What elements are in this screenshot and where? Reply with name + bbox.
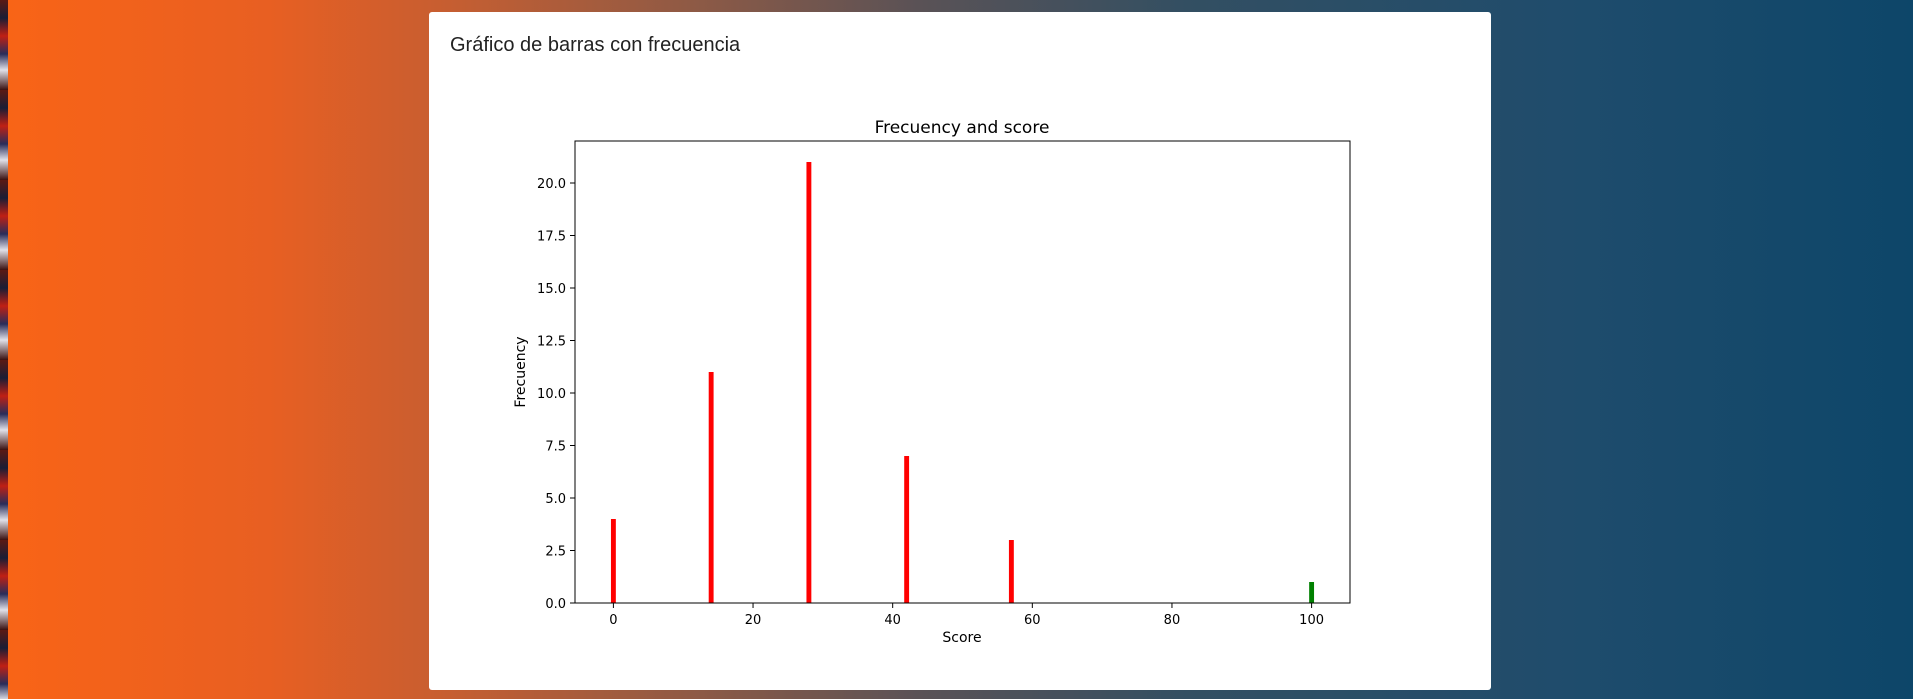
y-tick-label-1: 2.5 xyxy=(545,545,566,560)
bar-2 xyxy=(806,162,812,603)
y-tick-label-5: 12.5 xyxy=(537,335,566,350)
y-axis: 0.0 2.5 5.0 7.5 10.0 12.5 15.0 17.5 20.0 xyxy=(537,177,575,612)
card-title: Gráfico de barras con frecuencia xyxy=(450,34,741,56)
bar-chart: Frecuency and score 0 20 40 60 80 100 0.0 2.5 5… xyxy=(513,118,1351,646)
x-tick-label-1: 20 xyxy=(745,613,762,628)
bars-layer xyxy=(610,162,1315,603)
chart-title: Frecuency and score xyxy=(875,118,1050,138)
x-axis-label: Score xyxy=(942,630,981,646)
x-tick-label-2: 40 xyxy=(884,613,901,628)
y-tick-label-8: 20.0 xyxy=(537,177,566,192)
y-tick-label-3: 7.5 xyxy=(545,440,566,455)
y-tick-label-6: 15.0 xyxy=(537,282,566,297)
chart-card: Gráfico de barras con frecuencia Frecuen… xyxy=(429,12,1491,690)
y-tick-label-7: 17.5 xyxy=(537,230,566,245)
y-tick-label-2: 5.0 xyxy=(545,492,566,507)
x-tick-label-3: 60 xyxy=(1024,613,1041,628)
y-tick-label-0: 0.0 xyxy=(545,597,566,612)
plot-frame xyxy=(574,140,1351,604)
bar-0 xyxy=(610,519,616,603)
x-tick-label-5: 100 xyxy=(1299,613,1324,628)
x-tick-label-0: 0 xyxy=(609,613,617,628)
left-window-edge xyxy=(0,0,8,699)
bar-1 xyxy=(708,372,714,603)
y-tick-label-4: 10.0 xyxy=(537,387,566,402)
bar-4 xyxy=(1008,540,1014,603)
bar-5 xyxy=(1309,582,1315,603)
x-axis: 0 20 40 60 80 100 xyxy=(609,603,1324,628)
bar-3 xyxy=(904,456,910,603)
y-axis-label: Frecuency xyxy=(513,336,529,407)
x-tick-label-4: 80 xyxy=(1164,613,1181,628)
